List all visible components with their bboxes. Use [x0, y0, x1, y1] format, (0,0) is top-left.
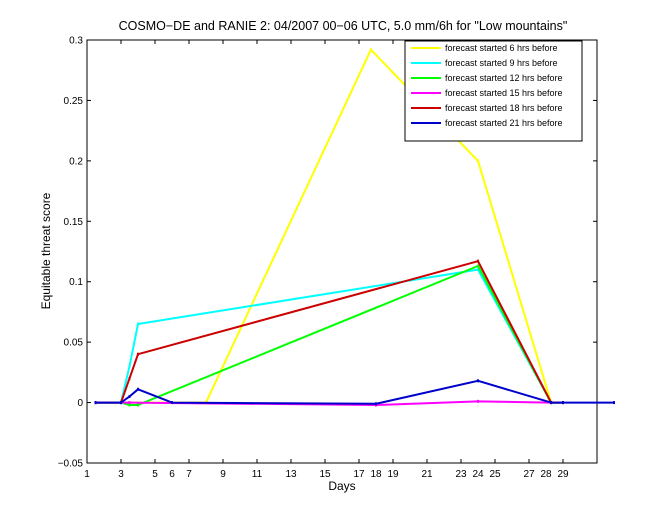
y-axis-label: Equitable threat score [39, 192, 53, 309]
data-point [477, 159, 479, 163]
data-point [477, 379, 479, 383]
x-tick-label: 13 [285, 469, 297, 480]
series-layer [94, 48, 615, 407]
x-tick-label: 21 [421, 469, 433, 480]
data-point [171, 401, 173, 405]
x-tick-label: 17 [353, 469, 365, 480]
data-point [128, 403, 131, 407]
data-point [137, 352, 139, 356]
y-tick-label: 0.2 [69, 156, 83, 167]
legend-label: forecast started 18 hrs before [445, 103, 563, 113]
data-point [613, 401, 615, 405]
data-point [128, 364, 131, 368]
legend: forecast started 6 hrs before forecast st… [404, 40, 583, 142]
legend-label: forecast started 12 hrs before [445, 73, 563, 83]
data-point [477, 264, 479, 268]
x-tick-label: 27 [523, 469, 535, 480]
x-tick-label: 29 [557, 469, 569, 480]
legend-entry: forecast started 18 hrs before [411, 103, 563, 113]
x-axis: 1 3 5 7 9 11 13 15 17 19 21 23 25 27 296 18 24 28 [84, 40, 569, 480]
x-tick-label: 1 [84, 469, 90, 480]
data-point [128, 395, 131, 399]
y-tick-label: −0.05 [58, 459, 84, 470]
y-axis: −0.05 0 0.05 0.1 0.15 0.2 0.25 0.3 [58, 36, 597, 470]
legend-label: forecast started 15 hrs before [445, 88, 563, 98]
x-tick-label: 18 [370, 469, 382, 480]
legend-entry: forecast started 12 hrs before [411, 73, 563, 83]
legend-label: forecast started 6 hrs before [445, 43, 558, 53]
data-point [137, 403, 139, 407]
data-point [120, 401, 122, 405]
x-tick-label: 9 [220, 469, 226, 480]
y-tick-label: 0.05 [64, 338, 84, 349]
legend-entry: forecast started 15 hrs before [411, 88, 563, 98]
data-point [550, 401, 553, 405]
y-tick-label: 0 [77, 398, 83, 409]
legend-box [404, 40, 583, 142]
x-tick-label: 23 [455, 469, 467, 480]
x-tick-label: 25 [489, 469, 501, 480]
x-tick-label: 7 [186, 469, 192, 480]
data-point [477, 268, 479, 272]
x-tick-label: 11 [252, 469, 263, 480]
data-point [477, 399, 479, 403]
x-tick-label: 3 [118, 469, 124, 480]
legend-label: forecast started 9 hrs before [445, 58, 558, 68]
data-point [128, 376, 131, 380]
legend-entry: forecast started 6 hrs before [411, 43, 558, 53]
x-tick-label: 24 [472, 469, 484, 480]
series-line [95, 379, 614, 405]
data-point [137, 387, 139, 391]
legend-label: forecast started 21 hrs before [445, 118, 563, 128]
data-point [562, 401, 564, 405]
y-tick-label: 0.25 [64, 96, 84, 107]
y-tick-label: 0.3 [69, 36, 83, 47]
y-tick-label: 0.15 [64, 217, 84, 228]
x-tick-label: 19 [387, 469, 399, 480]
legend-entry: forecast started 9 hrs before [411, 58, 558, 68]
data-point [137, 322, 139, 326]
legend-entry: forecast started 21 hrs before [411, 118, 563, 128]
data-point [94, 401, 97, 405]
series-6 [94, 379, 615, 406]
data-point [369, 48, 372, 52]
x-axis-label: Days [328, 479, 355, 493]
x-tick-label: 5 [152, 469, 158, 480]
data-point [128, 401, 131, 405]
data-point [477, 259, 479, 263]
x-tick-label: 28 [540, 469, 552, 480]
data-point [375, 402, 377, 406]
chart-title: COSMO−DE and RANIE 2: 04/2007 00−06 UTC,… [119, 19, 568, 33]
y-tick-label: 0.1 [69, 277, 83, 288]
x-tick-label: 6 [169, 469, 175, 480]
x-tick-label: 15 [319, 469, 331, 480]
